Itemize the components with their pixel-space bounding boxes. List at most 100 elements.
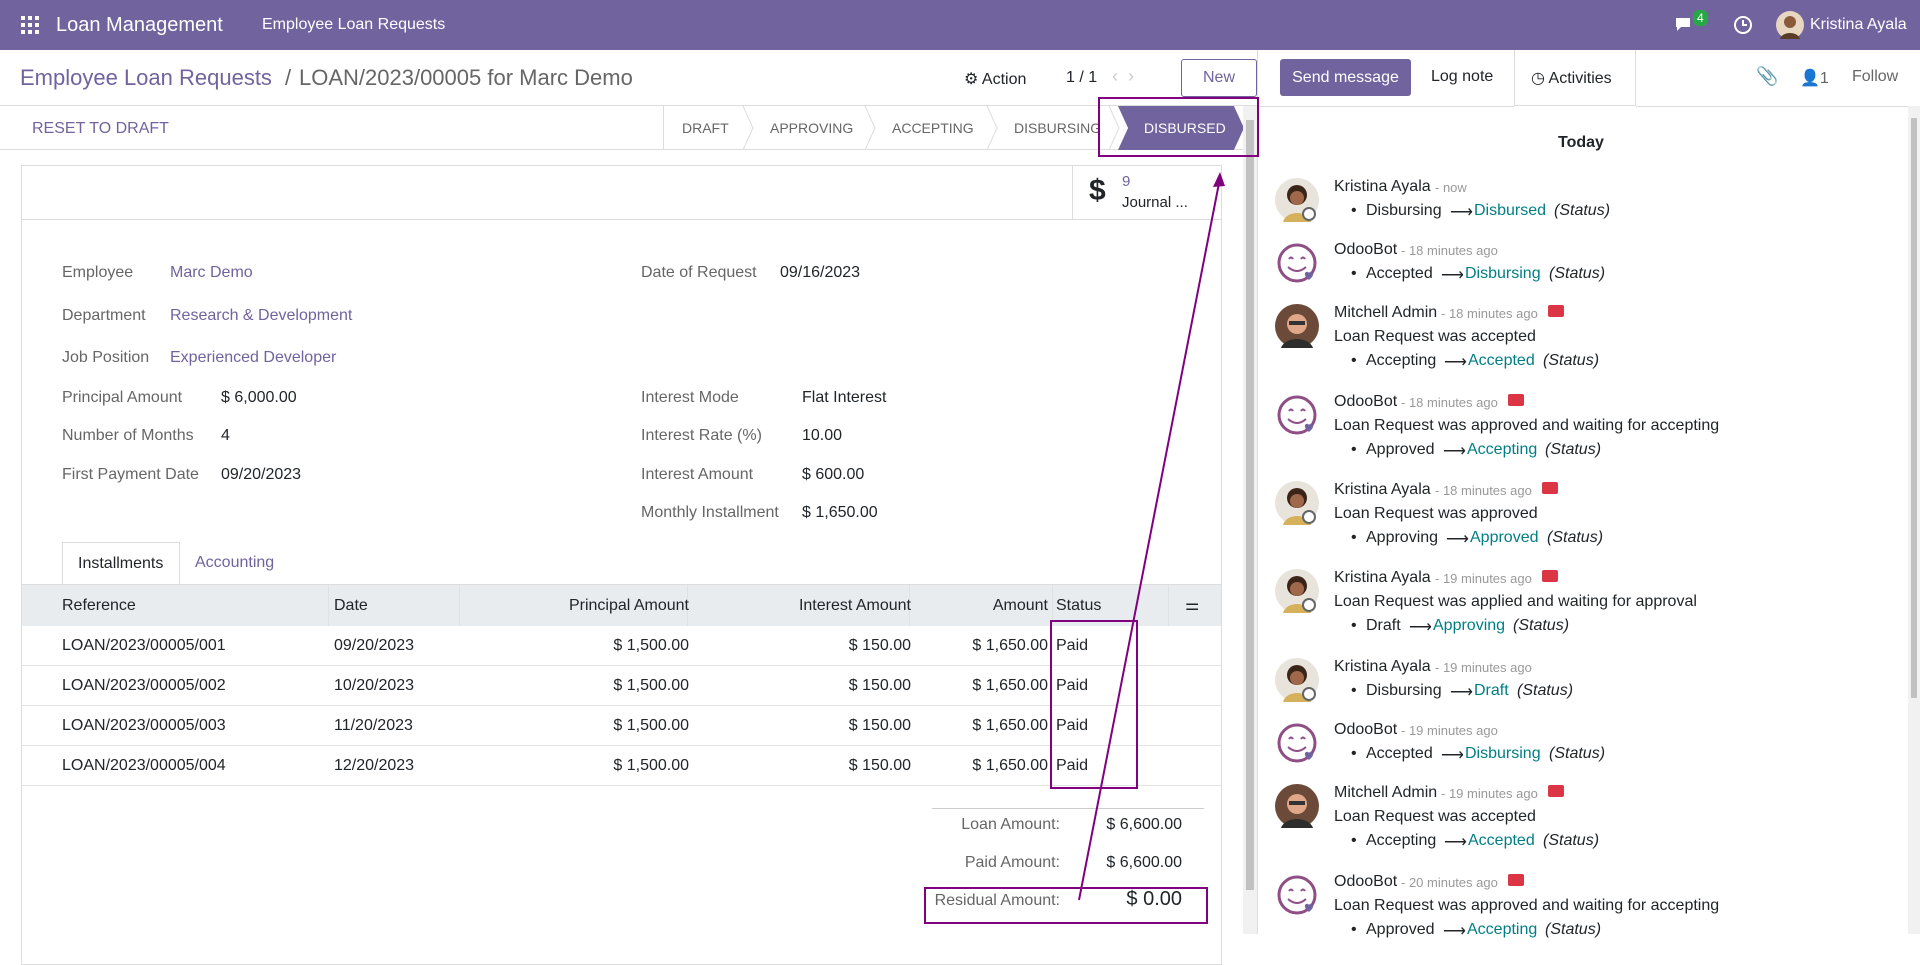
scrollbar xyxy=(1243,106,1257,934)
field-value[interactable]: Research & Development xyxy=(170,307,353,324)
column-header[interactable]: Interest Amount xyxy=(798,597,911,614)
arrow-icon: ⟶ xyxy=(1450,204,1473,221)
message-body: Loan Request was accepted xyxy=(1334,808,1536,825)
stage-label[interactable]: ACCEPTING xyxy=(892,120,974,136)
app-name[interactable]: Loan Management xyxy=(56,14,223,36)
stage[interactable]: DRAFT xyxy=(664,106,754,150)
author[interactable]: Mitchell Admin xyxy=(1334,304,1438,321)
user-name[interactable]: Kristina Ayala xyxy=(1810,16,1907,33)
author[interactable]: Kristina Ayala xyxy=(1334,481,1431,498)
stage-label[interactable]: DRAFT xyxy=(682,120,729,136)
stage-label[interactable]: APPROVING xyxy=(770,120,854,136)
tab-active[interactable]: Installments xyxy=(62,542,180,584)
column-divider xyxy=(1168,585,1169,626)
bullet: • xyxy=(1351,529,1357,546)
badge: 4 xyxy=(1693,10,1708,26)
total-label: Paid Amount: xyxy=(964,854,1060,871)
apps-icon[interactable] xyxy=(21,16,39,34)
author-avatar[interactable] xyxy=(1275,241,1319,285)
activity-icon[interactable] xyxy=(1733,15,1753,35)
author-avatar[interactable] xyxy=(1275,569,1319,613)
author-avatar[interactable] xyxy=(1275,304,1319,348)
stage[interactable]: ACCEPTING xyxy=(874,106,998,150)
scroll-thumb[interactable] xyxy=(1911,118,1917,698)
stage[interactable]: DISBURSING xyxy=(996,106,1120,150)
timestamp: - 19 minutes ago xyxy=(1401,723,1498,738)
chevron xyxy=(742,106,754,150)
follow-button[interactable]: Follow xyxy=(1852,68,1899,85)
followers[interactable]: 👤1 xyxy=(1800,70,1829,87)
breadcrumb-separator: / xyxy=(285,65,292,90)
column-header[interactable]: Reference xyxy=(62,597,136,614)
scroll-thumb[interactable] xyxy=(1246,120,1254,890)
table-header: Reference Date Principal Amount Interest Am… xyxy=(22,585,1221,626)
send-message-button[interactable]: Send message xyxy=(1280,59,1411,96)
author-avatar[interactable] xyxy=(1275,178,1319,222)
attachment-icon[interactable]: 📎 xyxy=(1756,66,1779,86)
arrow-icon: ⟶ xyxy=(1444,354,1467,371)
author-avatar[interactable] xyxy=(1275,873,1319,917)
author-avatar[interactable] xyxy=(1275,481,1319,525)
messages-icon[interactable] xyxy=(1674,15,1696,35)
author[interactable]: Kristina Ayala xyxy=(1334,569,1431,586)
log-note-button[interactable]: Log note xyxy=(1431,68,1494,85)
column-header[interactable]: Status xyxy=(1056,597,1102,614)
stage-label[interactable]: DISBURSING xyxy=(1014,120,1102,136)
table-row[interactable]: LOAN/2023/00005/003 11/20/2023 $ 1,500.00 $… xyxy=(22,706,1221,746)
field-label: Job Position xyxy=(62,349,150,366)
column-header[interactable]: Principal Amount xyxy=(568,597,689,614)
stage-label[interactable]: DISBURSED xyxy=(1144,120,1226,136)
activities-label[interactable]: Activities xyxy=(1548,70,1612,87)
table-row[interactable]: LOAN/2023/00005/004 12/20/2023 $ 1,500.00 $… xyxy=(22,746,1221,786)
journal-smart-button[interactable]: $ 9 Journal ... xyxy=(1072,166,1221,220)
action-label[interactable]: Action xyxy=(981,71,1027,88)
author[interactable]: OdooBot xyxy=(1334,393,1398,410)
breadcrumb-parent[interactable]: Employee Loan Requests xyxy=(20,65,272,90)
column-divider xyxy=(459,585,460,626)
timestamp: - 20 minutes ago xyxy=(1401,875,1498,890)
followers-count[interactable]: 1 xyxy=(1819,70,1829,87)
author[interactable]: Mitchell Admin xyxy=(1334,784,1438,801)
reset-button[interactable]: RESET TO DRAFT xyxy=(32,120,169,137)
column-header[interactable]: Amount xyxy=(992,597,1048,614)
user-avatar[interactable] xyxy=(1776,11,1804,39)
pager-arrows[interactable]: ‹ › xyxy=(1112,66,1134,86)
optional-columns-toggle[interactable]: ⚌ xyxy=(1185,597,1200,614)
column-header[interactable]: Date xyxy=(334,597,368,614)
cell: 12/20/2023 xyxy=(334,757,415,774)
field-value: 09/16/2023 xyxy=(780,264,861,281)
field-value[interactable]: Experienced Developer xyxy=(170,349,337,366)
table-row[interactable]: LOAN/2023/00005/002 10/20/2023 $ 1,500.00 $… xyxy=(22,666,1221,706)
author-avatar[interactable] xyxy=(1275,393,1319,437)
cell: $ 1,650.00 xyxy=(972,637,1048,654)
author[interactable]: OdooBot xyxy=(1334,241,1398,258)
cell: $ 150.00 xyxy=(848,717,911,734)
stage[interactable]: DISBURSED xyxy=(1118,106,1244,150)
old-value: Accepted xyxy=(1366,745,1433,762)
field-value[interactable]: Marc Demo xyxy=(170,264,253,281)
table-row[interactable]: LOAN/2023/00005/001 09/20/2023 $ 1,500.00 $… xyxy=(22,626,1221,666)
author-avatar[interactable] xyxy=(1275,658,1319,702)
menu-item[interactable]: Employee Loan Requests xyxy=(262,16,446,33)
stage[interactable]: APPROVING xyxy=(752,106,876,150)
timestamp: - now xyxy=(1435,180,1467,195)
author[interactable]: OdooBot xyxy=(1334,873,1398,890)
tab-label[interactable]: Installments xyxy=(78,555,164,572)
timestamp: - 19 minutes ago xyxy=(1441,786,1538,801)
action-menu[interactable]: ⚙ Action xyxy=(964,71,1027,88)
author-avatar[interactable] xyxy=(1275,721,1319,765)
author[interactable]: OdooBot xyxy=(1334,721,1398,738)
author[interactable]: Kristina Ayala xyxy=(1334,658,1431,675)
author[interactable]: Kristina Ayala xyxy=(1334,178,1431,195)
field-name: (Status) xyxy=(1554,202,1611,219)
author-avatar[interactable] xyxy=(1275,784,1319,828)
field-value: 10.00 xyxy=(802,427,843,444)
old-value: Approved xyxy=(1366,921,1435,938)
new-value: Disbursing xyxy=(1465,745,1541,762)
timestamp: - 19 minutes ago xyxy=(1435,660,1532,675)
arrow-icon: ⟶ xyxy=(1441,267,1464,284)
arrow-icon: ⟶ xyxy=(1443,443,1466,460)
tab-label[interactable]: Accounting xyxy=(195,554,275,571)
new-button[interactable]: New xyxy=(1181,59,1257,97)
activities-button[interactable]: ◷ Activities xyxy=(1514,50,1636,106)
